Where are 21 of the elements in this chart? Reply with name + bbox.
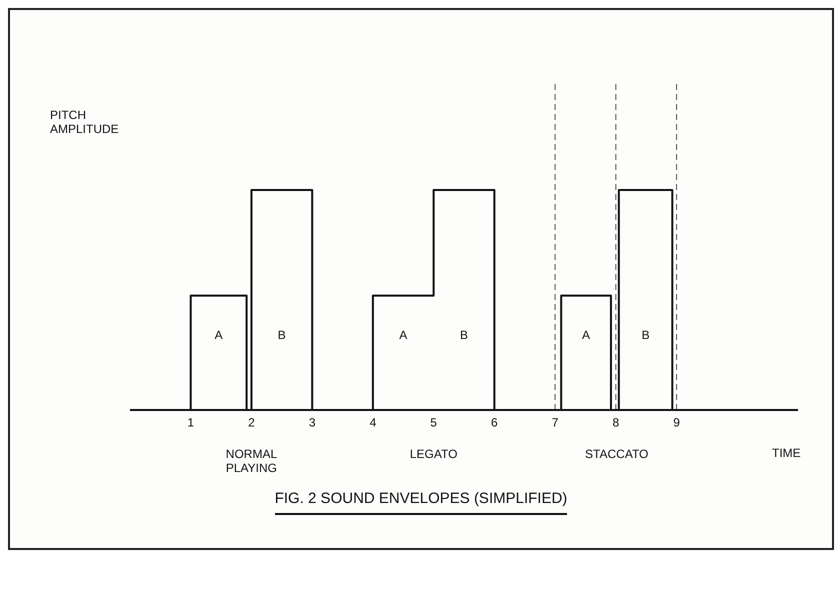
x-tick-label: 4 xyxy=(370,416,377,430)
annotation: B xyxy=(460,328,468,342)
annotation: A xyxy=(399,328,408,342)
x-tick-label: 2 xyxy=(248,416,256,430)
x-tick-label: 8 xyxy=(612,416,620,430)
text: LEGATO xyxy=(410,447,458,461)
x-axis-title: TIME xyxy=(772,446,801,460)
annotation: B xyxy=(278,328,286,342)
annotation: A xyxy=(214,328,223,342)
x-tick-label: 9 xyxy=(673,416,680,430)
x-tick-label: 7 xyxy=(552,416,559,430)
x-tick-label: 5 xyxy=(430,416,438,430)
text: NORMAL PLAYING xyxy=(226,447,278,475)
annotation: B xyxy=(642,328,650,342)
x-tick-label: 1 xyxy=(187,416,194,430)
x-tick-label: 3 xyxy=(308,416,316,430)
y-axis-title: PITCH AMPLITUDE xyxy=(50,108,120,136)
text: STACCATO xyxy=(585,447,648,461)
x-tick-label: 6 xyxy=(491,416,498,430)
text: FIG. 2 SOUND ENVELOPES (SIMPLIFIED) xyxy=(274,490,568,515)
annotation: A xyxy=(582,328,590,342)
